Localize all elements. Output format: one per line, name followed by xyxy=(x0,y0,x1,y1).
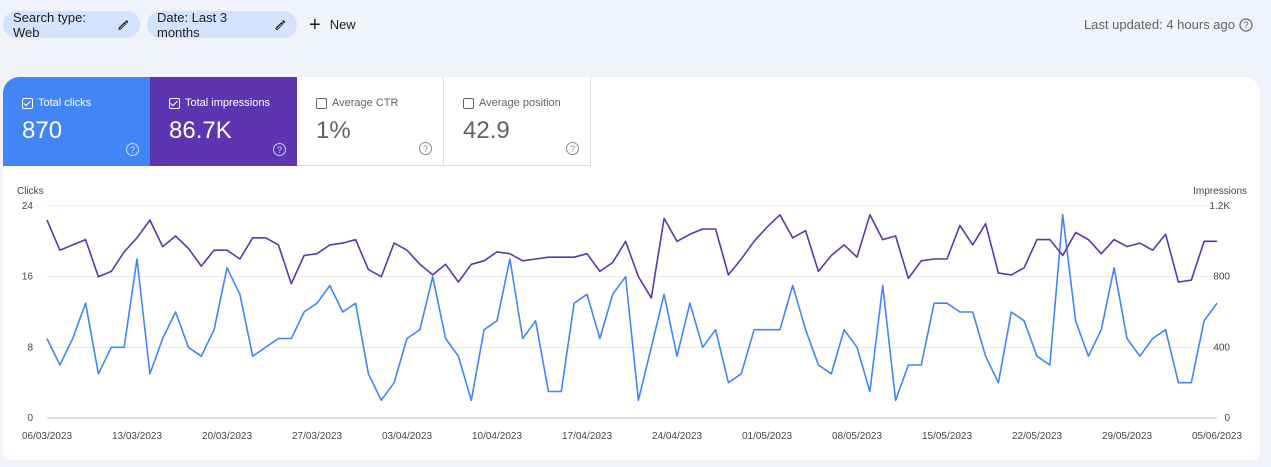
performance-chart[interactable]: 0 0 8 400 16 800 24 1.2K Clicks Impressions 06/03/… xyxy=(3,77,1260,460)
metric-total-impressions[interactable]: Total impressions 86.7K ? xyxy=(150,77,297,166)
x-tick-label: 05/06/2023 xyxy=(1192,431,1242,442)
series-line-impressions xyxy=(46,214,1217,299)
y-left-tick-label: 0 xyxy=(27,413,33,424)
metric-label-row: Total impressions xyxy=(169,97,270,109)
pencil-icon[interactable] xyxy=(117,18,130,32)
x-tick-label: 27/03/2023 xyxy=(292,431,342,442)
svg-text:?: ? xyxy=(1243,20,1248,30)
metric-label-row: Total clicks xyxy=(22,97,91,109)
y-left-tick-label: 24 xyxy=(22,201,34,212)
x-tick-label: 10/04/2023 xyxy=(472,431,522,442)
x-tick-label: 08/05/2023 xyxy=(832,431,882,442)
date-filter-chip[interactable]: Date: Last 3 months xyxy=(147,9,297,40)
x-tick-label: 03/04/2023 xyxy=(382,431,432,442)
help-icon[interactable]: ? xyxy=(126,143,139,156)
x-tick-label: 17/04/2023 xyxy=(562,431,612,442)
x-tick-label: 06/03/2023 xyxy=(22,431,72,442)
x-tick-label: 13/03/2023 xyxy=(112,431,162,442)
last-updated-text: Last updated: 4 hours ago xyxy=(1083,17,1235,32)
last-updated: Last updated: 4 hours ago ? xyxy=(1084,17,1253,32)
help-icon[interactable]: ? xyxy=(273,143,286,156)
metric-label-row: Average CTR xyxy=(316,97,398,109)
metric-total-clicks[interactable]: Total clicks 870 ? xyxy=(3,77,150,166)
x-tick-label: 24/04/2023 xyxy=(652,431,702,442)
y-right-axis-title: Impressions xyxy=(1193,186,1247,197)
y-right-tick-label: 400 xyxy=(1213,342,1230,353)
series-line-clicks xyxy=(46,214,1218,402)
checkbox-icon[interactable] xyxy=(316,97,327,109)
new-filter-button[interactable]: + New xyxy=(309,11,356,38)
date-filter-label: Date: Last 3 months xyxy=(157,9,228,40)
filter-bar: Search type: Web Date: Last 3 months + N… xyxy=(0,0,1271,50)
x-tick-label: 20/03/2023 xyxy=(202,431,252,442)
new-filter-label: New xyxy=(329,17,356,32)
checkbox-icon[interactable] xyxy=(22,97,33,109)
metric-impressions-label: Total impressions xyxy=(185,97,270,109)
metric-clicks-label: Total clicks xyxy=(38,97,92,109)
metric-average-position[interactable]: Average position 42.9 ? xyxy=(444,77,591,166)
search-type-filter-chip[interactable]: Search type: Web xyxy=(3,9,140,40)
x-tick-label: 22/05/2023 xyxy=(1012,431,1062,442)
x-tick-label: 29/05/2023 xyxy=(1102,431,1152,442)
y-left-tick-label: 16 xyxy=(22,272,34,283)
search-type-filter-label: Search type: Web xyxy=(13,9,86,40)
metric-ctr-label: Average CTR xyxy=(332,97,399,109)
y-right-tick-label: 0 xyxy=(1224,413,1230,424)
metric-label-row: Average position xyxy=(463,97,561,109)
metric-position-value: 42.9 xyxy=(463,117,510,144)
x-tick-label: 01/05/2023 xyxy=(742,431,792,442)
metric-ctr-value: 1% xyxy=(316,117,351,144)
x-tick-label: 15/05/2023 xyxy=(922,431,972,442)
checkbox-icon[interactable] xyxy=(463,97,474,109)
y-left-tick-label: 8 xyxy=(27,342,33,353)
metric-average-ctr[interactable]: Average CTR 1% ? xyxy=(297,77,444,166)
help-icon[interactable]: ? xyxy=(419,142,432,155)
y-right-tick-label: 1.2K xyxy=(1209,201,1230,212)
y-left-axis-title: Clicks xyxy=(17,186,44,197)
checkbox-icon[interactable] xyxy=(169,97,180,109)
metric-impressions-value: 86.7K xyxy=(169,117,232,144)
plus-icon: + xyxy=(309,13,321,36)
help-icon[interactable]: ? xyxy=(566,142,579,155)
y-right-tick-label: 800 xyxy=(1213,272,1230,283)
metric-clicks-value: 870 xyxy=(22,117,63,144)
pencil-icon[interactable] xyxy=(274,18,287,32)
help-icon[interactable]: ? xyxy=(1239,17,1253,32)
performance-card: Total clicks 870 ? Total impressions 86.… xyxy=(3,77,1260,460)
metric-position-label: Average position xyxy=(479,97,561,109)
